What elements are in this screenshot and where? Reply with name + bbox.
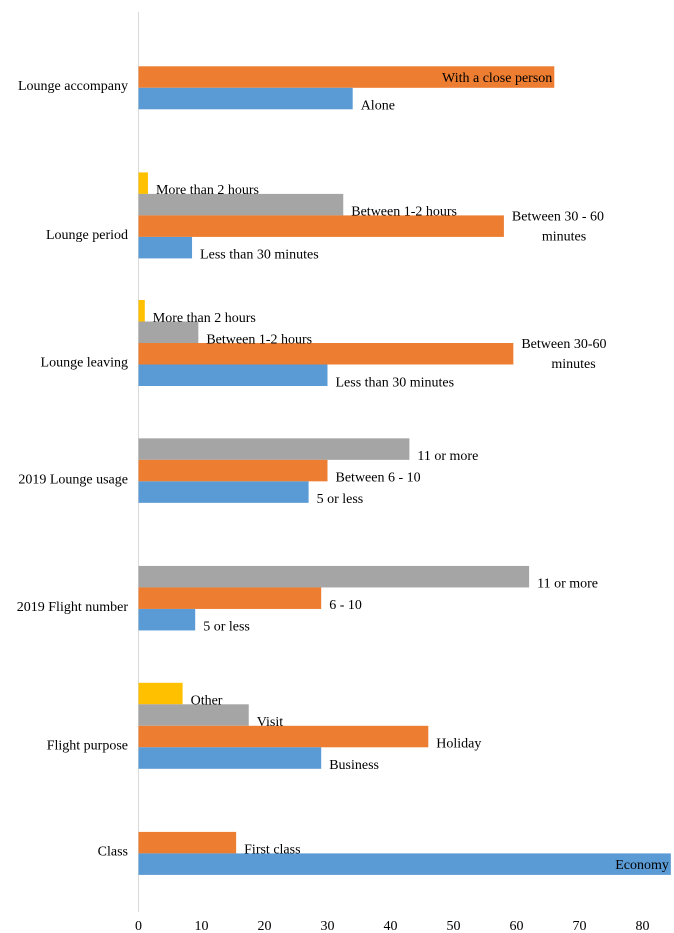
bar-label-2019-flight-number-6-10: 6 - 10	[329, 598, 362, 613]
bar-2019-flight-number-6-10	[138, 587, 322, 609]
bar-label-lounge-leaving-more-than-2-hours: More than 2 hours	[153, 311, 256, 326]
bar-label-lounge-leaving-between-30-60-minutes: Between 30-60 minutes	[521, 337, 606, 372]
bar-2019-flight-number-11-or-more	[138, 565, 530, 588]
bar-label-lounge-accompany-with-a-close-person: With a close person	[442, 71, 552, 86]
bar-lounge-leaving-between-30-60-minutes	[138, 343, 514, 365]
bar-label-lounge-leaving-less-than-30-minutes: Less than 30 minutes	[336, 375, 455, 390]
x-tick-label-60: 60	[510, 919, 524, 933]
category-label-2019-flight-number: 2019 Flight number	[17, 600, 129, 615]
bar-label-2019-lounge-usage-between-6-10: Between 6 - 10	[336, 471, 421, 486]
bar-lounge-accompany-with-a-close-person	[138, 66, 555, 88]
bar-label-2019-lounge-usage-5-or-less: 5 or less	[317, 492, 364, 507]
bar-lounge-accompany-alone	[138, 87, 353, 110]
x-tick-label-30: 30	[321, 919, 335, 933]
x-tick-label-0: 0	[135, 919, 142, 933]
category-label-2019-lounge-usage: 2019 Lounge usage	[18, 472, 128, 487]
bar-label-class-first-class: First class	[244, 843, 300, 858]
bar-label-lounge-accompany-alone: Alone	[361, 99, 395, 114]
bar-label-2019-flight-number-5-or-less: 5 or less	[203, 620, 250, 635]
bar-label-lounge-period-between-1-2-hours: Between 1-2 hours	[351, 205, 457, 220]
bar-label-flight-purpose-business: Business	[329, 758, 379, 773]
bar-lounge-period-between-1-2-hours	[138, 193, 344, 216]
bar-label-flight-purpose-other: Other	[191, 694, 223, 709]
x-tick-label-10: 10	[195, 919, 209, 933]
bar-lounge-period-between-30-60-minutes	[138, 215, 504, 237]
category-labels-layer: Lounge accompany Lounge period Lounge leav…	[17, 79, 129, 860]
bar-lounge-leaving-more-than-2-hours	[138, 300, 145, 322]
bar-label-lounge-leaving-between-1-2-hours: Between 1-2 hours	[206, 332, 312, 347]
bar-2019-lounge-usage-5-or-less	[138, 481, 309, 503]
x-axis-ticks: 0 10 20 30 40 50 60 70 80	[135, 919, 650, 933]
bar-label-lounge-period-between-30-60-minutes: Between 30 - 60 minutes	[512, 209, 604, 244]
bar-lounge-period-less-than-30-minutes	[138, 236, 193, 259]
bar-lounge-period-more-than-2-hours	[138, 172, 148, 194]
bar-label-2019-flight-number-11-or-more: 11 or more	[537, 577, 598, 592]
bar-2019-lounge-usage-between-6-10	[138, 459, 328, 482]
category-label-class: Class	[98, 844, 128, 859]
bar-label-class-economy: Economy	[615, 858, 669, 873]
bar-label-2019-lounge-usage-11-or-more: 11 or more	[417, 449, 478, 464]
x-tick-label-70: 70	[573, 919, 587, 933]
bar-label-flight-purpose-visit: Visit	[257, 715, 283, 730]
x-tick-label-50: 50	[447, 919, 461, 933]
bar-labels-layer: With a close person Alone More than 2 hour…	[153, 71, 669, 873]
bar-flight-purpose-business	[138, 747, 322, 769]
bar-label-lounge-period-less-than-30-minutes: Less than 30 minutes	[200, 248, 319, 263]
category-label-flight-purpose: Flight purpose	[47, 738, 128, 753]
bar-label-lounge-period-more-than-2-hours: More than 2 hours	[156, 183, 259, 198]
bar-flight-purpose-holiday	[138, 725, 429, 748]
x-tick-label-40: 40	[384, 919, 398, 933]
bar-2019-flight-number-5-or-less	[138, 608, 196, 631]
category-label-lounge-period: Lounge period	[46, 228, 128, 243]
category-label-lounge-accompany: Lounge accompany	[18, 79, 128, 94]
category-label-lounge-leaving: Lounge leaving	[41, 356, 128, 371]
bar-lounge-leaving-less-than-30-minutes	[138, 364, 328, 386]
bar-lounge-leaving-between-1-2-hours	[138, 321, 199, 343]
x-tick-label-20: 20	[258, 919, 272, 933]
bar-class-first-class	[138, 831, 237, 854]
bar-2019-lounge-usage-11-or-more	[138, 438, 410, 460]
bar-flight-purpose-other	[138, 682, 183, 705]
x-tick-label-80: 80	[636, 919, 650, 933]
bar-class-economy	[138, 853, 671, 875]
bar-label-flight-purpose-holiday: Holiday	[436, 737, 481, 752]
bars-layer	[138, 66, 671, 875]
bar-flight-purpose-visit	[138, 704, 249, 726]
